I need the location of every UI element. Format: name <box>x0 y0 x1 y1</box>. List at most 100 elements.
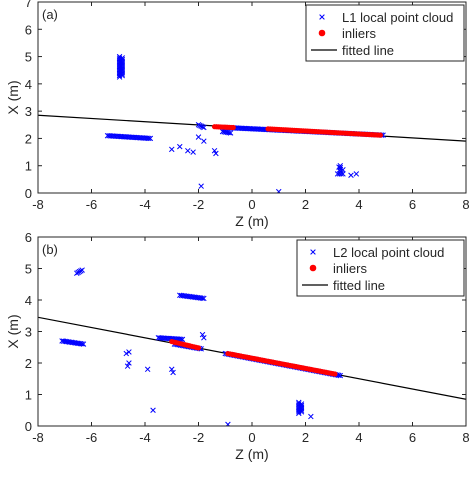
x-tick-label: -8 <box>32 197 44 212</box>
panel-label: (a) <box>42 7 58 22</box>
x-tick-label: -4 <box>139 197 151 212</box>
legend-label-cloud: L1 local point cloud <box>342 10 453 25</box>
x-tick-label: 2 <box>302 430 309 445</box>
cloud-point <box>177 143 183 150</box>
cloud-point <box>150 407 156 414</box>
legend-cross-marker <box>310 249 316 255</box>
panel-b: -8 -6 -4 -2 0 2 4 6 8 0 1 2 3 4 5 6 Z (m) X (m) (b) L2 loca… <box>5 230 470 462</box>
panel-a: -8 -6 -4 -2 0 2 4 6 8 0 1 2 3 4 5 6 7 Z (m) X (m) (a) L1 loc… <box>5 0 470 229</box>
y-tick-label: 0 <box>25 186 32 201</box>
cloud-point <box>201 295 207 302</box>
y-axis-label: X (m) <box>5 314 21 348</box>
cloud-point <box>126 349 132 355</box>
cloud-point <box>298 402 305 409</box>
cloud-point <box>340 171 346 177</box>
cloud-point <box>119 55 126 61</box>
cloud-point <box>336 164 342 170</box>
cloud-point <box>119 56 126 63</box>
x-tick-label: 0 <box>248 430 255 445</box>
cloud-point <box>213 150 219 157</box>
y-tick-label: 3 <box>25 325 32 340</box>
cloud-point <box>147 135 154 142</box>
x-tick-label: 0 <box>248 197 255 212</box>
y-tick-label: 2 <box>25 356 32 371</box>
cloud-point <box>226 129 232 136</box>
panel-label: (b) <box>42 242 58 257</box>
legend-label-fitted: fitted line <box>342 43 394 58</box>
x-tick-label: -6 <box>86 197 98 212</box>
x-axis-label: Z (m) <box>235 446 268 462</box>
cloud-point <box>199 295 205 301</box>
legend-label-inliers: inliers <box>333 261 367 276</box>
y-tick-label: 3 <box>25 104 32 119</box>
cloud-point <box>185 147 191 154</box>
x-tick-label: 6 <box>409 197 416 212</box>
cloud-point <box>340 167 346 173</box>
cloud-point <box>348 172 354 179</box>
x-tick-label: 6 <box>409 430 416 445</box>
cloud-point <box>168 146 175 153</box>
cloud-point <box>79 341 85 347</box>
x-axis-label: Z (m) <box>235 213 268 229</box>
cloud-point <box>144 366 151 373</box>
cloud-point <box>199 331 206 338</box>
x-tick-label: 4 <box>355 197 362 212</box>
cloud-point <box>308 413 314 420</box>
cloud-point <box>201 138 207 144</box>
cloud-point <box>353 171 360 177</box>
x-tick-label: 4 <box>355 430 362 445</box>
y-tick-label: 6 <box>25 22 32 37</box>
legend-box <box>305 4 465 62</box>
y-tick-label: 1 <box>25 388 32 403</box>
cloud-point <box>146 135 152 142</box>
cloud-point <box>195 134 202 140</box>
x-tick-label: -4 <box>139 430 151 445</box>
cloud-point <box>298 401 305 407</box>
plot-area <box>38 267 466 426</box>
cloud-point <box>80 341 87 347</box>
legend-label-cloud: L2 local point cloud <box>333 245 444 260</box>
legend-dot-marker <box>309 264 317 272</box>
y-tick-label: 1 <box>25 159 32 174</box>
inlier-point <box>230 124 236 131</box>
x-tick-label: -2 <box>193 197 205 212</box>
x-tick-label: 8 <box>462 430 469 445</box>
x-tick-label: -6 <box>86 430 98 445</box>
y-tick-label: 7 <box>25 0 32 10</box>
inlier-point <box>195 345 202 351</box>
cloud-point <box>211 147 218 154</box>
cloud-point <box>170 369 176 376</box>
y-tick-label: 4 <box>25 77 32 92</box>
cloud-point <box>168 366 175 373</box>
y-tick-label: 6 <box>25 230 32 245</box>
cloud-point <box>126 360 132 366</box>
x-tick-label: 8 <box>462 197 469 212</box>
legend-cross-marker <box>319 14 325 20</box>
y-axis-label: X (m) <box>5 80 21 114</box>
x-tick-label: -8 <box>32 430 44 445</box>
cloud-point <box>338 171 344 177</box>
inlier-point <box>377 132 383 138</box>
y-tick-label: 4 <box>25 293 32 308</box>
cloud-point <box>198 183 204 189</box>
y-tick-label: 5 <box>25 50 32 65</box>
cloud-point <box>79 267 85 273</box>
cloud-point <box>124 363 131 369</box>
cloud-point <box>201 124 207 131</box>
plot-area <box>38 53 466 193</box>
legend-dot-marker <box>318 29 326 37</box>
y-tick-label: 0 <box>25 419 32 434</box>
x-tick-label: -2 <box>193 430 205 445</box>
cloud-point <box>275 188 282 193</box>
legend-label-fitted: fitted line <box>333 278 385 293</box>
legend-box <box>296 239 465 297</box>
legend-label-inliers: inliers <box>342 26 376 41</box>
cloud-point <box>201 335 207 341</box>
cloud-point <box>179 336 186 343</box>
cloud-point <box>190 149 196 155</box>
cloud-point <box>225 421 231 426</box>
y-tick-label: 5 <box>25 262 32 277</box>
